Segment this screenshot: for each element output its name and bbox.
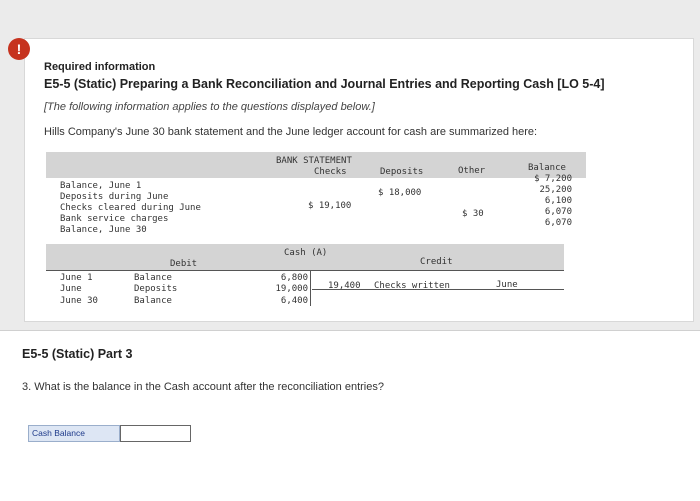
debit-header: Debit	[170, 259, 198, 269]
deposits-amount: $ 18,000	[378, 188, 422, 198]
ledger-debit-amount: 19,000	[275, 284, 308, 294]
bank-statement-title: BANK STATEMENT	[276, 156, 352, 166]
balance-value: 6,100	[544, 196, 572, 206]
ledger-debit-amount: 6,400	[280, 296, 308, 306]
ledger-credit-description: Checks written	[374, 281, 450, 291]
balance-value: $ 7,200	[534, 174, 572, 184]
alert-icon[interactable]: !	[8, 38, 30, 60]
ledger-description: Balance	[134, 296, 172, 306]
problem-title: E5-5 (Static) Preparing a Bank Reconcili…	[44, 77, 605, 91]
question-text: 3. What is the balance in the Cash accou…	[22, 381, 384, 393]
info-card	[24, 38, 694, 322]
ledger-debit-amount: 6,800	[280, 273, 308, 283]
balance-column-header: Balance	[528, 163, 566, 173]
balance-value: 6,070	[544, 218, 572, 228]
credit-header: Credit	[420, 257, 453, 267]
ledger-date: June 1	[60, 273, 93, 283]
cash-balance-input[interactable]	[120, 425, 191, 442]
ledger-credit-amount: 19,400	[328, 281, 361, 291]
cash-balance-label: Cash Balance	[28, 425, 120, 442]
ledger-description: Balance	[134, 273, 172, 283]
ledger-credit-date: June	[496, 280, 518, 290]
balance-value: 25,200	[539, 185, 572, 195]
t-account-vertical-line	[310, 270, 311, 306]
bank-row-label: Balance, June 1	[60, 181, 142, 191]
required-information-heading: Required information	[44, 61, 156, 73]
checks-column-header: Checks	[314, 167, 347, 177]
ledger-header-bar	[46, 244, 564, 270]
bank-row-label: Bank service charges	[60, 214, 169, 224]
balance-value: 6,070	[544, 207, 572, 217]
bank-row-label: Checks cleared during June	[60, 203, 201, 213]
ledger-title: Cash (A)	[284, 248, 328, 258]
ledger-description: Deposits	[134, 284, 178, 294]
ledger-date: June 30	[60, 296, 98, 306]
bank-statement-header-bar	[46, 152, 586, 178]
ledger-divider	[46, 270, 564, 271]
instructions-note: [The following information applies to th…	[44, 101, 375, 113]
deposits-column-header: Deposits	[380, 167, 424, 177]
ledger-date: June	[60, 284, 82, 294]
service-charges-amount: $ 30	[462, 209, 484, 219]
other-column-header: Other	[458, 166, 486, 176]
part-card	[0, 330, 700, 501]
bank-row-label: Deposits during June	[60, 192, 169, 202]
bank-row-label: Balance, June 30	[60, 225, 147, 235]
intro-text: Hills Company's June 30 bank statement a…	[44, 126, 538, 138]
part-title: E5-5 (Static) Part 3	[22, 347, 133, 361]
credit-underline	[312, 289, 564, 290]
checks-cleared-amount: $ 19,100	[308, 201, 352, 211]
